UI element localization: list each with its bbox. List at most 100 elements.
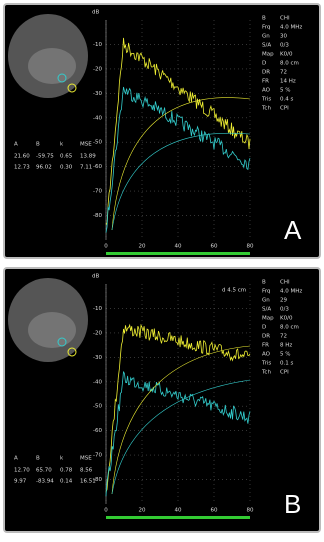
y-tick-label: -70	[93, 189, 102, 195]
fit-curve	[111, 132, 251, 231]
setting-value: CPI	[280, 106, 289, 112]
measure-value: 96.02	[36, 165, 52, 171]
measure-value: 16.51	[80, 479, 96, 485]
x-tick-label: 60	[211, 508, 218, 514]
setting-value: 29	[280, 298, 287, 304]
setting-key: DR	[262, 334, 270, 340]
y-tick-label: -70	[93, 453, 102, 459]
measure-value: 12.73	[14, 165, 30, 171]
setting-key: DR	[262, 70, 270, 76]
setting-value: 5 %	[280, 88, 290, 94]
setting-value: 14 Hz	[280, 79, 296, 85]
depth-label: d 4.5 cm	[222, 288, 246, 294]
measure-value: 0.65	[60, 154, 73, 160]
fit-curve	[111, 97, 251, 231]
y-tick-label: -20	[93, 66, 102, 72]
intensity-curve	[105, 86, 251, 233]
measure-header: k	[60, 456, 64, 462]
setting-key: FR	[262, 343, 269, 349]
measure-value: 65.70	[36, 468, 52, 474]
measure-header: MSE	[80, 456, 92, 462]
roi-cyan	[57, 73, 67, 83]
y-tick-label: -50	[93, 404, 102, 410]
y-unit: dB	[92, 274, 99, 280]
y-tick-label: -50	[93, 140, 102, 146]
measure-value: 0.30	[60, 165, 73, 171]
intensity-curve	[105, 371, 251, 497]
setting-value: 5 %	[280, 352, 290, 358]
setting-key: Gn	[262, 34, 270, 40]
roi-yellow	[67, 347, 77, 357]
fit-curve	[111, 345, 251, 495]
y-tick-label: -10	[93, 306, 102, 312]
setting-value: K0/0	[280, 52, 293, 58]
x-tick-label: 40	[175, 508, 182, 514]
y-tick-label: -30	[93, 355, 102, 361]
ultrasound-region	[28, 48, 76, 84]
setting-value: 0.4 s	[280, 97, 293, 103]
measure-header: k	[60, 142, 64, 148]
x-tick-label: 60	[211, 244, 218, 250]
x-tick-label: 20	[139, 244, 146, 250]
setting-key: Tch	[261, 370, 271, 376]
intensity-curve	[105, 323, 251, 492]
setting-key: D	[262, 325, 266, 331]
roi-yellow	[67, 83, 77, 93]
setting-value: 30	[280, 34, 287, 40]
setting-value: CPI	[280, 370, 289, 376]
setting-key: S/A	[262, 307, 271, 313]
intensity-curve	[105, 37, 251, 227]
x-tick-label: 0	[104, 244, 108, 250]
x-tick-label: 0	[104, 508, 108, 514]
measure-value: -59.75	[36, 154, 54, 160]
measure-value: 8.56	[80, 468, 93, 474]
y-tick-label: -20	[93, 330, 102, 336]
setting-value: 8.0 cm	[280, 61, 299, 67]
setting-key: B	[262, 280, 266, 286]
measure-value: 0.78	[60, 468, 73, 474]
y-unit: dB	[92, 10, 99, 16]
setting-key: AO	[262, 88, 271, 94]
x-tick-label: 20	[139, 508, 146, 514]
setting-key: AO	[262, 352, 271, 358]
measure-header: B	[36, 456, 40, 462]
setting-value: 0/3	[280, 307, 289, 313]
y-tick-label: -40	[93, 379, 102, 385]
setting-value: 72	[280, 334, 287, 340]
setting-key: Gn	[262, 298, 270, 304]
y-tick-label: -80	[93, 213, 102, 219]
setting-key: S/A	[262, 43, 271, 49]
measure-header: A	[14, 142, 18, 148]
setting-key: Tris	[261, 97, 271, 103]
time-bar	[106, 516, 250, 519]
setting-value: 8.0 cm	[280, 325, 299, 331]
measure-value: -83.94	[36, 479, 54, 485]
setting-key: D	[262, 61, 266, 67]
measure-header: MSE	[80, 142, 92, 148]
setting-key: Frq	[262, 25, 270, 31]
x-tick-label: 40	[175, 244, 182, 250]
y-tick-label: -40	[93, 115, 102, 121]
y-tick-label: -10	[93, 42, 102, 48]
setting-key: Tris	[261, 361, 271, 367]
y-tick-label: -60	[93, 428, 102, 434]
panel-label: A	[284, 215, 302, 245]
x-tick-label: 80	[247, 508, 254, 514]
panel-label: B	[284, 489, 301, 519]
setting-value: 8 Hz	[280, 343, 292, 349]
measure-value: 7.11	[80, 165, 92, 171]
y-tick-label: -80	[93, 477, 102, 483]
ultrasound-region	[28, 312, 76, 348]
setting-value: 72	[280, 70, 287, 76]
measure-value: 0.14	[60, 479, 73, 485]
setting-value: 4.0 MHz	[280, 289, 302, 295]
setting-key: Tch	[261, 106, 271, 112]
roi-cyan	[57, 337, 67, 347]
x-tick-label: 80	[247, 244, 254, 250]
setting-key: FR	[262, 79, 269, 85]
measure-header: A	[14, 456, 18, 462]
y-tick-label: -30	[93, 91, 102, 97]
